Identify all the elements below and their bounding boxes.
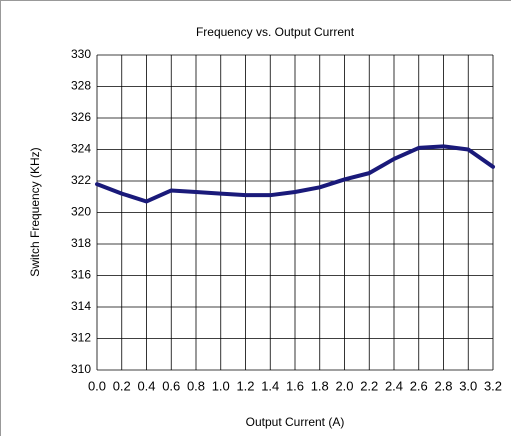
y-tick-label: 330 <box>71 47 91 61</box>
y-tick-label: 322 <box>71 173 91 187</box>
x-tick-label: 2.0 <box>335 378 353 393</box>
y-tick-label: 324 <box>71 142 91 156</box>
x-tick-label: 0.6 <box>162 378 180 393</box>
x-tick-label: 1.4 <box>261 378 279 393</box>
x-tick-label: 3.2 <box>484 378 502 393</box>
x-tick-label: 1.6 <box>286 378 304 393</box>
x-tick-label: 0.2 <box>113 378 131 393</box>
x-tick-label: 1.2 <box>236 378 254 393</box>
x-tick-label: 1.0 <box>212 378 230 393</box>
y-tick-label: 310 <box>71 362 91 376</box>
x-tick-label: 2.6 <box>410 378 428 393</box>
x-tick-label: 0.4 <box>137 378 155 393</box>
x-tick-label: 3.0 <box>459 378 477 393</box>
x-tick-label: 0.0 <box>88 378 106 393</box>
y-tick-label: 328 <box>71 79 91 93</box>
y-tick-label: 326 <box>71 110 91 124</box>
x-tick-label: 2.4 <box>385 378 403 393</box>
chart-title: Frequency vs. Output Current <box>196 25 355 39</box>
x-tick-label: 2.8 <box>434 378 452 393</box>
x-tick-label: 0.8 <box>187 378 205 393</box>
x-axis-title: Output Current (A) <box>246 415 345 429</box>
x-tick-label: 1.8 <box>311 378 329 393</box>
y-axis-title: Switch Frequency (KHz) <box>28 147 42 276</box>
y-tick-label: 318 <box>71 236 91 250</box>
y-tick-label: 320 <box>71 205 91 219</box>
data-line <box>95 144 495 204</box>
y-tick-label: 312 <box>71 331 91 345</box>
y-tick-label: 316 <box>71 268 91 282</box>
y-tick-label: 314 <box>71 299 91 313</box>
x-tick-label: 2.2 <box>360 378 378 393</box>
